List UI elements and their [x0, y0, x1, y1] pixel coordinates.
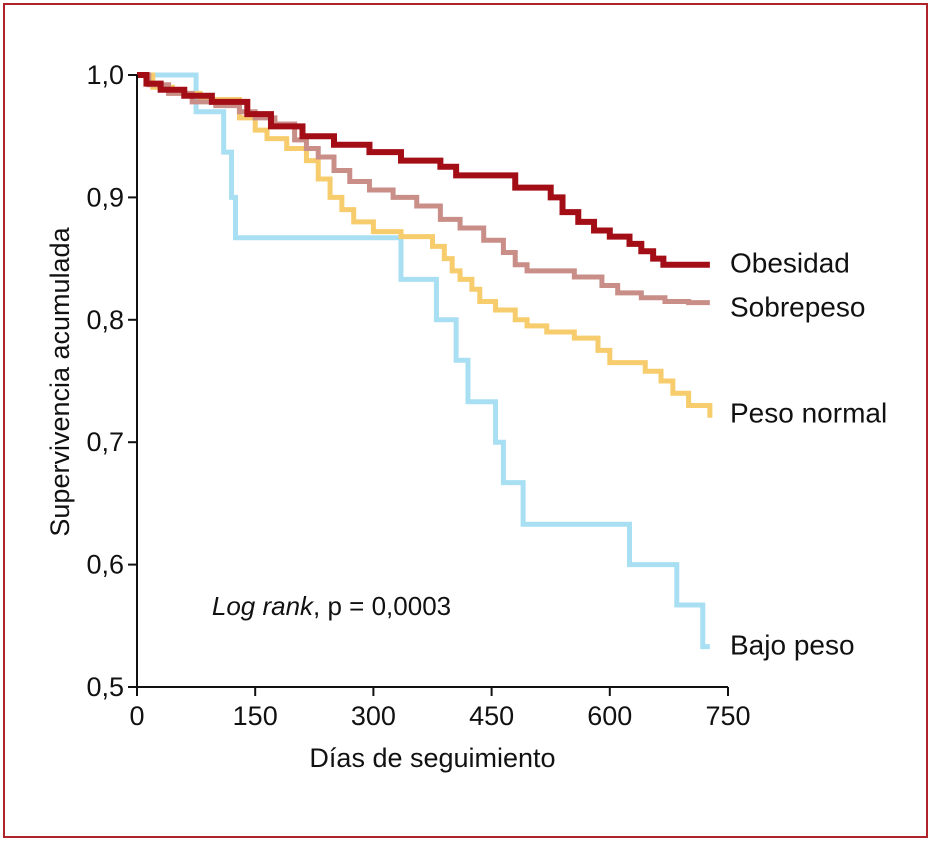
log-rank-value: , p = 0,0003	[313, 591, 451, 621]
x-tick-label: 0	[129, 701, 144, 731]
y-axis-title: Supervivencia acumulada	[45, 226, 75, 536]
y-tick-label: 0,5	[86, 672, 124, 702]
axis-ticks: 0,5 0,6 0,7 0,8 0,9 1,0 0 150 300 450 600 750	[86, 60, 750, 731]
y-tick-label: 1,0	[86, 60, 124, 90]
x-tick-label: 150	[233, 701, 278, 731]
series-line-sobrepeso	[137, 72, 710, 306]
series-labels: Obesidad Sobrepeso Peso normal Bajo peso	[730, 248, 887, 661]
series-label-obesidad: Obesidad	[730, 248, 850, 279]
series-line-peso-normal	[137, 72, 713, 418]
y-tick-label: 0,7	[86, 427, 124, 457]
series-label-sobrepeso: Sobrepeso	[730, 292, 865, 323]
x-tick-label: 750	[705, 701, 750, 731]
figure-frame: 0,5 0,6 0,7 0,8 0,9 1,0 0 150 300 450 600 750 Obesi…	[3, 3, 928, 838]
series-curves	[137, 72, 713, 650]
x-axis-title: Días de seguimiento	[309, 743, 555, 773]
series-line-bajo-peso	[137, 72, 710, 650]
series-label-peso-normal: Peso normal	[730, 398, 887, 429]
x-tick-label: 300	[351, 701, 396, 731]
y-tick-label: 0,9	[86, 182, 124, 212]
series-label-bajo-peso: Bajo peso	[730, 630, 855, 661]
y-tick-label: 0,6	[86, 550, 124, 580]
y-tick-label: 0,8	[86, 305, 124, 335]
log-rank-annotation: Log rank, p = 0,0003	[212, 591, 451, 621]
series-line-obesidad	[137, 72, 710, 268]
x-tick-label: 600	[587, 701, 632, 731]
axes	[136, 75, 728, 688]
x-tick-label: 450	[469, 701, 514, 731]
survival-chart: 0,5 0,6 0,7 0,8 0,9 1,0 0 150 300 450 600 750 Obesi…	[45, 60, 887, 773]
log-rank-italic: Log rank	[212, 591, 315, 621]
